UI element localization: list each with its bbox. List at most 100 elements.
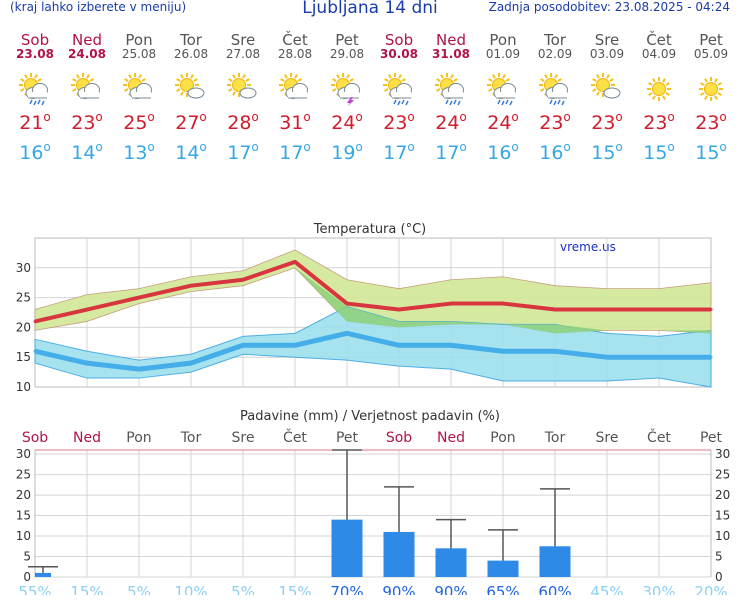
- min-temperature-point: [137, 367, 141, 371]
- day-date: 05.09: [693, 47, 729, 61]
- min-temperature-point: [709, 355, 713, 359]
- last-update-text: Zadnja posodobitev: 23.08.2025 - 04:24: [488, 0, 730, 14]
- day-date: 26.08: [173, 47, 209, 61]
- max-temperature-point: [189, 284, 193, 288]
- y-tick-label-right: 20: [715, 488, 730, 502]
- min-temperature: 17o: [227, 140, 259, 164]
- min-temperature: 15o: [591, 140, 623, 164]
- precipitation-bar: [487, 560, 519, 577]
- precipitation-probability: 5%: [127, 583, 151, 595]
- min-temperature-point: [189, 361, 193, 365]
- min-temperature: 15o: [695, 140, 727, 164]
- precipitation-probability: 55%: [18, 583, 51, 595]
- max-temperature-point: [397, 308, 401, 312]
- min-temperature-point: [85, 361, 89, 365]
- y-tick-label-right: 25: [715, 468, 730, 482]
- max-temperature-point: [137, 296, 141, 300]
- y-tick-label-right: 30: [715, 447, 730, 461]
- day-header: Sob 30.08: [373, 32, 425, 61]
- min-temperature: 14o: [175, 140, 207, 164]
- page-title: Ljubljana 14 dni: [302, 0, 438, 18]
- y-tick-label: 20: [16, 320, 31, 334]
- y-tick-label: 30: [16, 261, 31, 275]
- min-temperature-point: [657, 355, 661, 359]
- x-tick-label: Pon: [126, 430, 151, 446]
- x-tick-label: Pon: [490, 430, 515, 446]
- max-temperature-point: [241, 278, 245, 282]
- min-temperature-point: [397, 343, 401, 347]
- day-name: Sre: [594, 31, 620, 49]
- precipitation-probability: 90%: [434, 583, 467, 595]
- day-name: Pon: [489, 31, 517, 49]
- y-tick-label: 25: [16, 468, 31, 482]
- day-date: 31.08: [432, 47, 470, 61]
- day-date: 29.08: [329, 47, 365, 61]
- day-name: Pet: [699, 31, 723, 49]
- y-tick-label: 10: [16, 529, 31, 543]
- min-temperature: 16o: [487, 140, 519, 164]
- x-tick-label: Tor: [180, 430, 202, 446]
- day-date: 28.08: [277, 47, 313, 61]
- min-temperature-point: [449, 343, 453, 347]
- y-tick-label: 25: [16, 291, 31, 305]
- sun-cloud-small-icon: [590, 72, 624, 106]
- max-temperature-point: [657, 308, 661, 312]
- precipitation-probability: 60%: [538, 583, 571, 595]
- sun-cloud-rain-icon: [486, 72, 520, 106]
- x-tick-label: Sob: [386, 430, 412, 446]
- y-tick-label: 15: [16, 509, 31, 523]
- temperature-chart: Temperatura (°C) vreme.us 10 15 20 25 30: [16, 222, 713, 394]
- precipitation-probability: 65%: [486, 583, 519, 595]
- day-header: Tor 26.08: [165, 32, 217, 61]
- sun-cloud-icon: [278, 72, 312, 106]
- precipitation-probability: 15%: [278, 583, 311, 595]
- precipitation-bar: [383, 531, 415, 577]
- day-date: 27.08: [225, 47, 261, 61]
- sun-cloud-small-icon: [174, 72, 208, 106]
- day-name: Sob: [384, 31, 414, 49]
- sun-cloud-rain-icon: [18, 72, 52, 106]
- precipitation-bar: [435, 548, 467, 577]
- precipitation-probability: 10%: [174, 583, 207, 595]
- precipitation-bar: [539, 546, 571, 577]
- y-tick-label: 20: [16, 488, 31, 502]
- overlap-segment: [399, 321, 451, 328]
- x-tick-label: Sre: [596, 430, 619, 446]
- y-tick-label: 10: [16, 380, 31, 394]
- max-temperature: 25o: [123, 110, 155, 134]
- max-temperature-line: [34, 259, 711, 324]
- max-temperature: 24o: [487, 110, 519, 134]
- min-temperature: 13o: [123, 140, 155, 164]
- max-temperature: 27o: [175, 110, 207, 134]
- precipitation-chart: Padavine (mm) / Verjetnost padavin (%) So…: [16, 409, 731, 595]
- y-tick-label: 0: [23, 570, 31, 584]
- precipitation-probability: 70%: [330, 583, 363, 595]
- day-header: Sre 03.09: [581, 32, 633, 61]
- x-tick-label: Ned: [437, 430, 465, 446]
- max-temperature: 23o: [591, 110, 623, 134]
- day-header: Ned 31.08: [425, 32, 477, 61]
- day-header: Sre 27.08: [217, 32, 269, 61]
- day-name: Čet: [646, 31, 672, 49]
- max-temperature-point: [345, 302, 349, 306]
- day-date: 24.08: [68, 47, 106, 61]
- sun-cloud-storm-icon: [330, 72, 364, 107]
- precipitation-probability: 5%: [231, 583, 255, 595]
- max-temperature: 28o: [227, 110, 259, 134]
- day-header: Ned 24.08: [61, 32, 113, 61]
- min-temperature-point: [33, 349, 37, 353]
- sun-icon: [642, 72, 676, 106]
- min-temperature: 17o: [383, 140, 415, 164]
- day-name: Ned: [72, 31, 102, 49]
- precipitation-probability: 30%: [642, 583, 675, 595]
- day-header: Pet 05.09: [685, 32, 737, 61]
- x-tick-label: Čet: [647, 428, 671, 446]
- day-name: Sob: [20, 31, 50, 49]
- overlap-segment: [659, 330, 711, 334]
- overlap-segment: [295, 267, 347, 322]
- precipitation-probability: 90%: [382, 583, 415, 595]
- day-date: 01.09: [485, 47, 521, 61]
- min-temperature: 17o: [435, 140, 467, 164]
- day-name: Sre: [230, 31, 256, 49]
- max-temperature-point: [85, 308, 89, 312]
